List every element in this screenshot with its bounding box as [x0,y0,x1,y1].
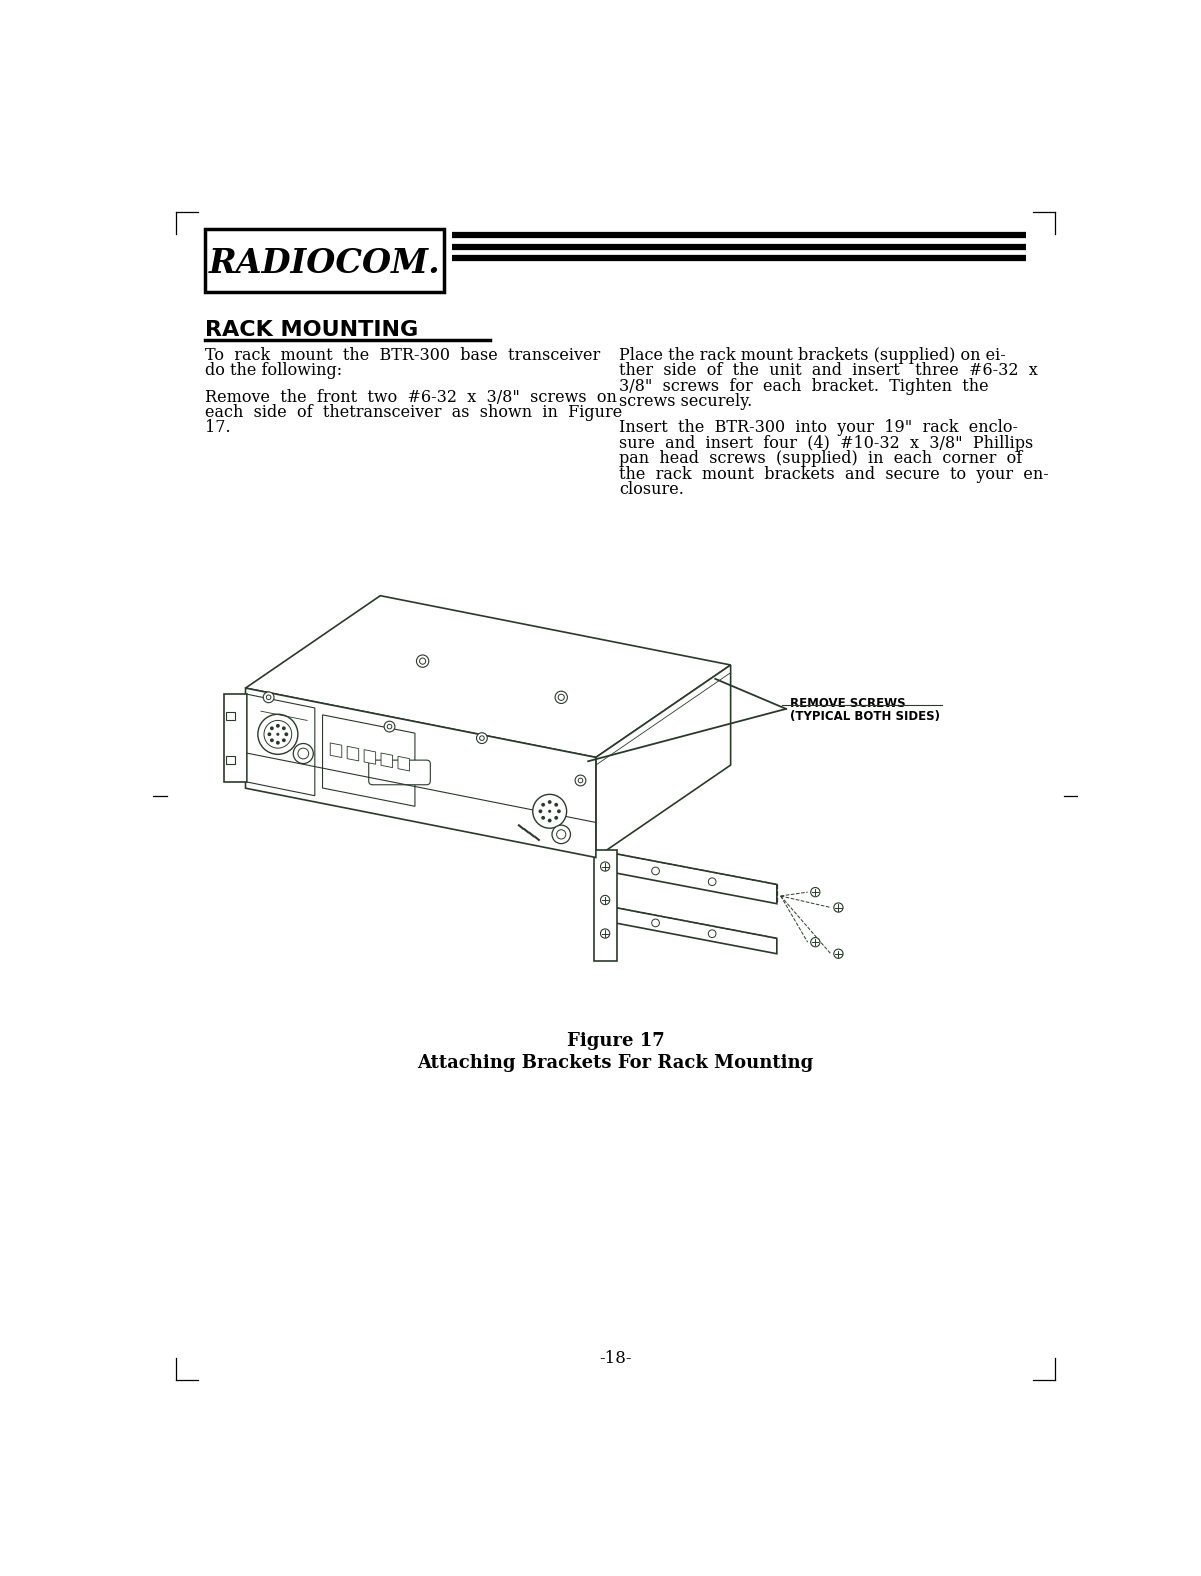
Circle shape [285,733,288,736]
Text: Insert  the  BTR-300  into  your  19"  rack  enclo-: Insert the BTR-300 into your 19" rack en… [619,419,1018,437]
Polygon shape [223,695,247,782]
Polygon shape [245,689,596,857]
Polygon shape [347,747,359,761]
Circle shape [276,733,280,736]
Polygon shape [364,750,376,764]
Text: (TYPICAL BOTH SIDES): (TYPICAL BOTH SIDES) [790,711,940,723]
Text: do the following:: do the following: [205,362,342,380]
Circle shape [555,692,567,703]
Polygon shape [398,756,410,771]
Circle shape [387,725,392,728]
Circle shape [270,738,274,742]
Text: Place the rack mount brackets (supplied) on ei-: Place the rack mount brackets (supplied)… [619,347,1005,364]
Text: 3/8"  screws  for  each  bracket.  Tighten  the: 3/8" screws for each bracket. Tighten th… [619,378,988,394]
Circle shape [282,738,286,742]
Circle shape [282,727,286,730]
Text: RACK MOUNTING: RACK MOUNTING [205,320,419,340]
Circle shape [833,949,843,958]
Text: screws securely.: screws securely. [619,392,752,410]
Circle shape [479,736,484,741]
Text: 17.: 17. [205,419,231,437]
Bar [205,229,444,292]
Circle shape [557,810,561,813]
Circle shape [267,695,271,700]
Text: Remove  the  front  two  #6-32  x  3/8"  screws  on: Remove the front two #6-32 x 3/8" screws… [205,389,617,405]
Circle shape [548,818,551,823]
Circle shape [548,801,551,804]
Circle shape [652,867,659,875]
Circle shape [263,692,274,703]
Circle shape [555,802,558,807]
Circle shape [417,656,429,667]
Circle shape [600,895,610,905]
Circle shape [477,733,488,744]
Circle shape [542,802,545,807]
Circle shape [276,741,280,745]
Polygon shape [245,596,730,758]
Bar [226,712,234,720]
Polygon shape [330,742,342,758]
Circle shape [575,775,586,786]
Text: Figure 17: Figure 17 [567,1032,664,1050]
Bar [226,756,234,764]
Text: sure  and  insert  four  (4)  #10-32  x  3/8"  Phillips: sure and insert four (4) #10-32 x 3/8" P… [619,435,1033,452]
Circle shape [811,887,820,897]
Circle shape [542,816,545,820]
Circle shape [600,928,610,938]
Text: each  side  of  thetransceiver  as  shown  in  Figure: each side of thetransceiver as shown in … [205,403,623,421]
Circle shape [548,810,551,813]
Polygon shape [615,908,777,953]
Text: Attaching Brackets For Rack Mounting: Attaching Brackets For Rack Mounting [418,1054,813,1072]
Circle shape [538,810,543,813]
Circle shape [556,829,566,838]
Circle shape [258,714,298,755]
Circle shape [709,878,716,886]
Text: ther  side  of  the  unit  and  insert   three  #6-32  x: ther side of the unit and insert three #… [619,362,1038,380]
Circle shape [533,794,567,829]
Polygon shape [247,695,315,796]
Circle shape [384,722,395,731]
Circle shape [558,695,564,700]
Text: To  rack  mount  the  BTR-300  base  transceiver: To rack mount the BTR-300 base transceiv… [205,347,600,364]
Circle shape [276,723,280,728]
Circle shape [555,816,558,820]
Circle shape [264,720,292,749]
Circle shape [578,779,582,783]
Circle shape [652,919,659,927]
Polygon shape [381,753,393,768]
Polygon shape [593,849,616,961]
Circle shape [293,744,313,763]
Circle shape [298,749,309,760]
Text: -18-: -18- [599,1351,632,1368]
Circle shape [833,903,843,913]
Circle shape [811,938,820,947]
Circle shape [419,659,425,663]
Polygon shape [615,854,777,903]
Circle shape [552,826,570,843]
Text: closure.: closure. [619,481,683,498]
Circle shape [270,727,274,730]
Text: pan  head  screws  (supplied)  in  each  corner  of: pan head screws (supplied) in each corne… [619,451,1022,466]
Polygon shape [596,665,730,857]
FancyBboxPatch shape [369,760,430,785]
Text: RADIOCOM.: RADIOCOM. [209,246,441,279]
Circle shape [268,733,271,736]
Circle shape [600,862,610,872]
Text: REMOVE SCREWS: REMOVE SCREWS [790,697,906,711]
Text: the  rack  mount  brackets  and  secure  to  your  en-: the rack mount brackets and secure to yo… [619,465,1048,482]
Polygon shape [323,716,414,807]
Circle shape [709,930,716,938]
